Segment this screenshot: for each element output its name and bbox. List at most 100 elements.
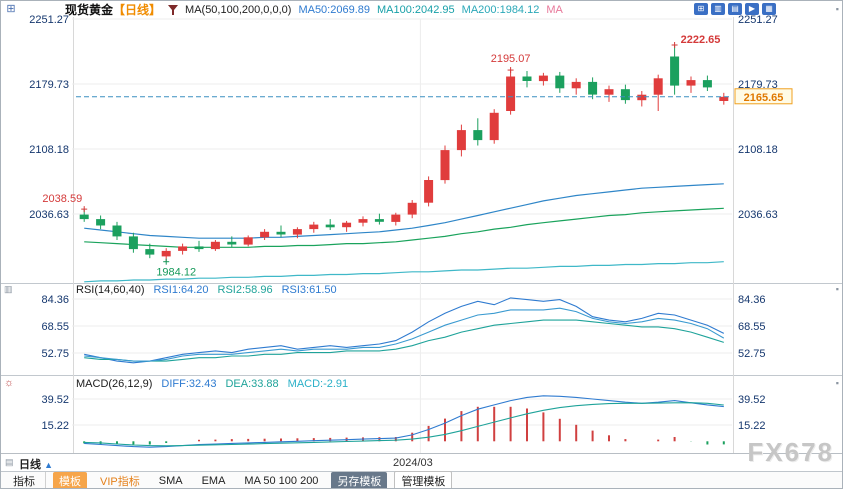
- y-axis-label: 2251.27: [29, 14, 69, 26]
- layout-grid-icon[interactable]: ⊞: [694, 3, 708, 15]
- candle[interactable]: [424, 180, 434, 203]
- y-axis-label: 52.75: [41, 348, 69, 360]
- y-axis-label: 2179.73: [29, 79, 69, 91]
- rsi-params-label[interactable]: RSI(14,60,40): [76, 284, 145, 296]
- candle[interactable]: [161, 250, 171, 257]
- macd-params-label[interactable]: MACD(26,12,9): [76, 378, 153, 390]
- candle[interactable]: [571, 81, 581, 89]
- rsi-line-rsi3: [84, 307, 725, 362]
- candle[interactable]: [637, 94, 647, 101]
- candle[interactable]: [555, 75, 565, 89]
- ma-line-ma200: [84, 261, 724, 283]
- price-annotation: 2038.59: [42, 193, 82, 205]
- candle[interactable]: [342, 222, 352, 228]
- sma-button[interactable]: SMA: [158, 475, 183, 487]
- layout-line-icon[interactable]: ▤: [728, 3, 742, 15]
- candle[interactable]: [391, 214, 401, 222]
- y-axis-label: 39.52: [738, 394, 766, 406]
- candle[interactable]: [325, 224, 335, 228]
- candle[interactable]: [456, 130, 466, 151]
- candle[interactable]: [358, 219, 368, 223]
- y-axis-label: 68.55: [738, 321, 766, 333]
- ma-extra-label: MA: [546, 3, 563, 16]
- vip-indicators-button[interactable]: VIP指标: [100, 476, 140, 488]
- macd-panel-icon[interactable]: ☼: [4, 377, 15, 389]
- candle[interactable]: [292, 229, 302, 235]
- ema-button[interactable]: EMA: [201, 475, 226, 487]
- manage-template-button[interactable]: 管理模板: [394, 471, 453, 488]
- panel-resize-icon[interactable]: ▪: [835, 4, 839, 14]
- dea-value: DEA:33.88: [225, 378, 279, 390]
- macd-line-dea: [84, 402, 724, 447]
- last-price-value: 2165.65: [744, 92, 784, 104]
- panel-resize-icon[interactable]: ▪: [835, 284, 839, 294]
- candle[interactable]: [309, 224, 319, 230]
- candle[interactable]: [653, 78, 663, 95]
- layout-full-icon[interactable]: ▦: [762, 3, 776, 15]
- candle[interactable]: [670, 56, 680, 86]
- candle[interactable]: [112, 225, 122, 237]
- y-axis-label: 84.36: [41, 294, 69, 306]
- indicators-button[interactable]: 指标: [7, 472, 46, 488]
- price-annotation: 2195.07: [491, 53, 531, 65]
- candle[interactable]: [686, 80, 696, 86]
- status-row: ▤ 日线 ▲ 2024/03: [1, 453, 842, 471]
- layout-candle-icon[interactable]: ▥: [711, 3, 725, 15]
- bottom-toolbar: 指标 模板 VIP指标 SMA EMA MA 50 100 200 另存模板 管…: [1, 471, 842, 488]
- symbol-name: 现货黄金: [65, 3, 114, 17]
- candle[interactable]: [79, 214, 89, 220]
- ma-params-label[interactable]: MA(50,100,200,0,0,0): [185, 3, 292, 16]
- candle[interactable]: [473, 130, 483, 141]
- candle[interactable]: [374, 219, 384, 222]
- candle[interactable]: [178, 246, 188, 251]
- rsi-panel-icon[interactable]: ▥: [4, 284, 13, 294]
- candle[interactable]: [440, 150, 450, 181]
- candle[interactable]: [719, 96, 729, 101]
- candle[interactable]: [620, 89, 630, 101]
- chart-layout-controls: ⊞ ▥ ▤ ▶ ▦: [694, 3, 776, 15]
- ma-periods-button[interactable]: MA 50 100 200: [244, 475, 319, 487]
- candle[interactable]: [407, 202, 417, 215]
- macd-legend: MACD(26,12,9) DIFF:32.43 DEA:33.88 MACD:…: [76, 378, 348, 390]
- price-annotation: 2222.65: [681, 34, 721, 46]
- panel-resize-icon[interactable]: ▪: [835, 378, 839, 388]
- ma-line-ma50: [84, 183, 724, 239]
- ma-line-ma100: [84, 207, 724, 248]
- candle[interactable]: [506, 76, 516, 112]
- candle[interactable]: [145, 249, 155, 255]
- rsi-line-rsi1: [84, 297, 725, 364]
- candle[interactable]: [489, 112, 499, 141]
- candle[interactable]: [702, 80, 712, 88]
- filter-funnel-icon[interactable]: [168, 4, 179, 15]
- template-button[interactable]: 模板: [53, 472, 87, 488]
- candle[interactable]: [96, 219, 106, 226]
- period-selector[interactable]: 日线 ▲: [19, 456, 53, 472]
- window-grid-icon[interactable]: ⊞: [6, 3, 16, 15]
- y-axis-label: 2179.73: [738, 79, 778, 91]
- y-axis-label: 52.75: [738, 348, 766, 360]
- ma50-value: MA50:2069.89: [298, 3, 370, 16]
- y-axis-label: 84.36: [738, 294, 766, 306]
- last-price-tag: [734, 88, 793, 105]
- candle[interactable]: [128, 236, 138, 250]
- candle[interactable]: [260, 231, 270, 238]
- candle[interactable]: [194, 246, 204, 250]
- save-template-button[interactable]: 另存模板: [331, 472, 388, 488]
- candle[interactable]: [522, 76, 532, 82]
- y-axis-label: 2108.18: [29, 144, 69, 156]
- doc-icon: ▤: [5, 457, 14, 467]
- rsi-line-rsi2: [84, 319, 724, 362]
- candle[interactable]: [604, 89, 614, 95]
- candle[interactable]: [276, 231, 286, 235]
- macd-value: MACD:-2.91: [287, 378, 349, 390]
- play-scroll-icon[interactable]: ▶: [745, 3, 759, 15]
- candle[interactable]: [227, 241, 237, 245]
- candle[interactable]: [588, 81, 598, 95]
- candle[interactable]: [243, 237, 253, 245]
- candle[interactable]: [538, 75, 548, 82]
- candle[interactable]: [210, 241, 220, 250]
- y-axis-label: 39.52: [41, 394, 69, 406]
- rsi3-value: RSI3:61.50: [281, 284, 337, 296]
